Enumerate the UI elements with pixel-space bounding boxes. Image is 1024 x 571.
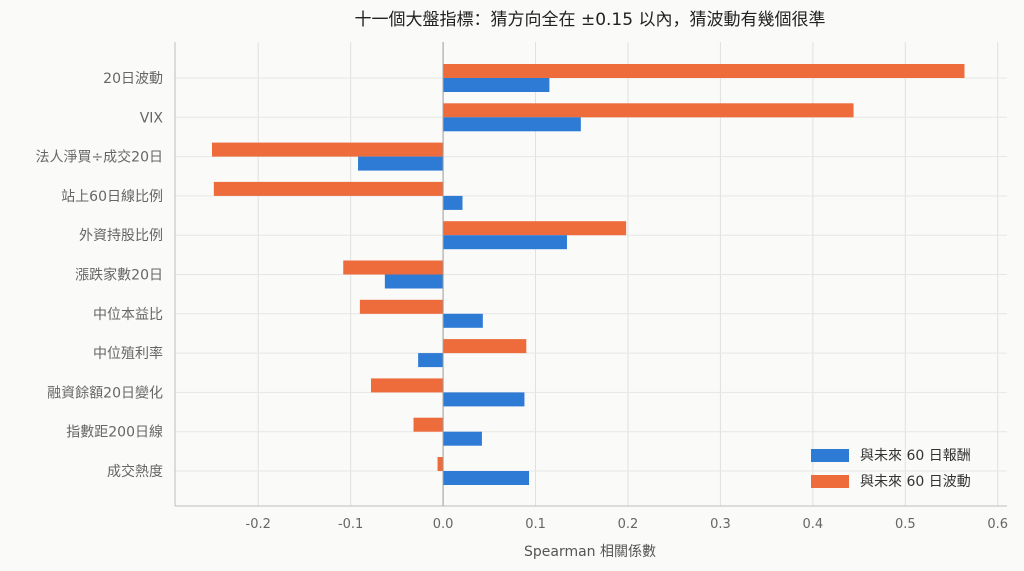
chart-title: 十一個大盤指標：猜方向全在 ±0.15 以內，猜波動有幾個很準: [355, 10, 826, 30]
bar-volatility: [437, 457, 444, 471]
x-tick-label: 0.1: [525, 517, 546, 532]
legend-swatch: [811, 475, 849, 488]
category-label: 漲跌家數20日: [75, 267, 163, 284]
bar-return: [358, 156, 444, 171]
legend-swatch: [811, 449, 849, 462]
bar-volatility: [443, 339, 527, 354]
bar-return: [443, 195, 463, 210]
category-label: 中位殖利率: [93, 345, 163, 362]
bar-volatility: [443, 103, 854, 118]
category-label: 中位本益比: [93, 307, 163, 323]
category-label: 成交熱度: [107, 463, 163, 480]
bar-return: [384, 274, 444, 289]
bar-volatility: [443, 221, 627, 236]
bar-return: [443, 313, 483, 328]
category-label: 融資餘額20日變化: [47, 384, 163, 401]
category-label: 外資持股比例: [79, 228, 163, 244]
x-tick-label: 0.4: [803, 517, 824, 532]
x-tick-labels: -0.2 -0.1 0.0 0.1 0.2 0.3 0.4 0.5 0.6: [246, 517, 1009, 532]
x-axis-label: Spearman 相關係數: [524, 544, 656, 560]
bar-volatility: [211, 142, 444, 157]
x-tick-label: 0.6: [987, 517, 1008, 532]
bar-return: [443, 117, 581, 132]
x-tick-label: 0.2: [618, 517, 639, 532]
legend-label: 與未來 60 日波動: [860, 474, 971, 490]
bars: [211, 64, 965, 485]
category-label: 法人淨買÷成交20日: [35, 149, 163, 166]
x-tick-label: 0.0: [433, 517, 454, 532]
bar-volatility: [413, 417, 444, 432]
x-tick-label: 0.5: [895, 517, 916, 532]
category-label: VIX: [140, 110, 164, 126]
legend-label: 與未來 60 日報酬: [860, 448, 971, 464]
category-label: 20日波動: [103, 71, 163, 87]
bar-volatility: [359, 299, 444, 314]
x-tick-label: -0.2: [246, 517, 271, 532]
bar-return: [418, 353, 444, 368]
bar-volatility: [370, 378, 444, 393]
bar-return: [443, 78, 550, 92]
category-label: 指數距200日線: [66, 425, 163, 441]
bar-return: [443, 235, 567, 250]
bar-return: [443, 471, 530, 485]
category-labels: 20日波動 VIX 法人淨買÷成交20日站上60日線比例外資持股比例漲跌家數20日中…: [35, 71, 163, 480]
bar-return: [443, 392, 525, 407]
x-tick-label: -0.1: [338, 517, 363, 532]
bar-volatility: [213, 181, 444, 196]
category-label: 站上60日線比例: [61, 189, 163, 205]
bar-volatility: [443, 64, 965, 78]
x-tick-label: 0.3: [710, 517, 731, 532]
axes: [174, 42, 1007, 507]
bar-volatility: [343, 260, 444, 275]
bar-return: [443, 431, 482, 446]
